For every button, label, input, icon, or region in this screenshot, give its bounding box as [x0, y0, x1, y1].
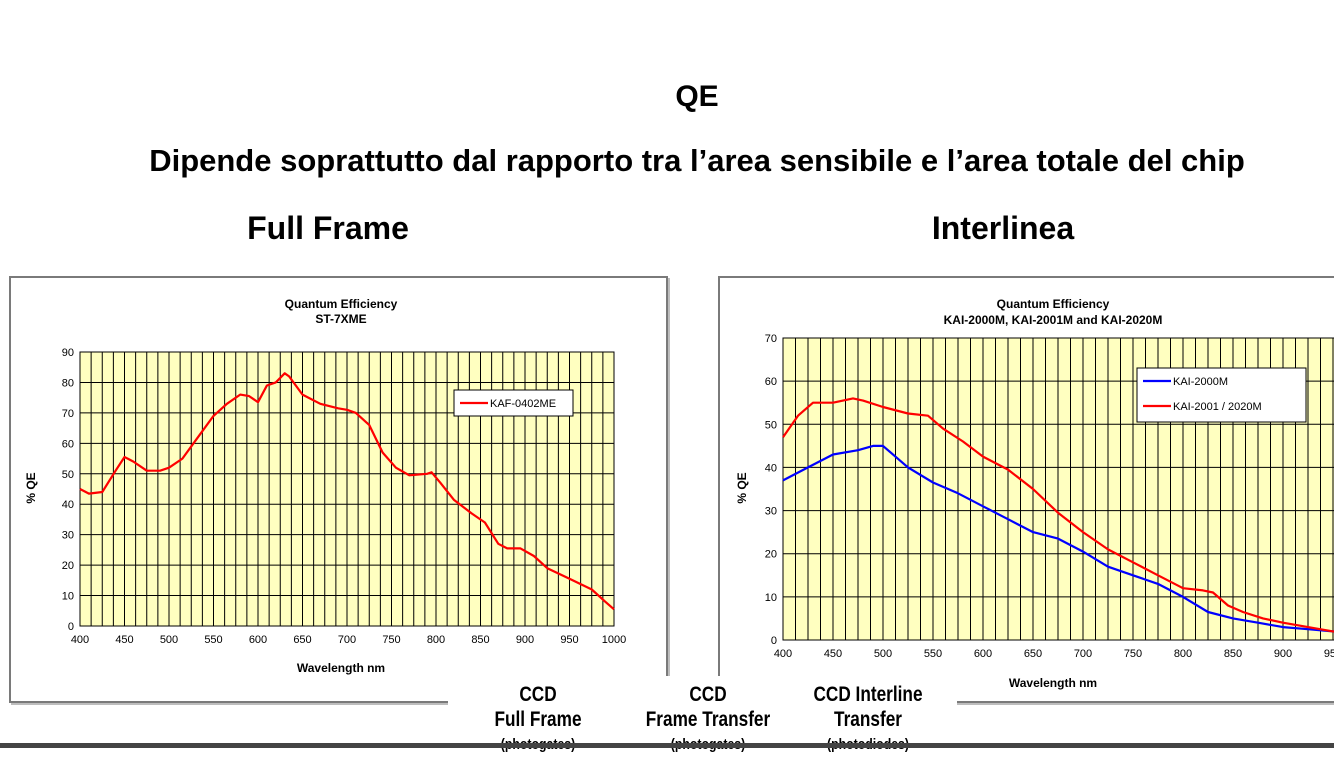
chart-subtitle: KAI-2000M, KAI-2001M and KAI-2020M [944, 313, 1163, 327]
x-tick-label: 800 [1174, 648, 1192, 660]
y-axis-label: % QE [24, 472, 38, 503]
x-tick-label: 950 [1324, 648, 1334, 660]
x-tick-label: 1000 [602, 634, 626, 646]
y-axis-label: % QE [735, 472, 749, 503]
chart-title: Quantum Efficiency [997, 297, 1110, 311]
y-tick-label: 20 [62, 560, 74, 572]
ccd-type-line1: CCD Interline [813, 683, 923, 706]
x-tick-label: 750 [1124, 648, 1142, 660]
ccd-type-line1: CCD [689, 683, 727, 706]
x-tick-label: 650 [1024, 648, 1042, 660]
full-frame-heading: Full Frame [247, 210, 409, 246]
x-tick-label: 900 [1274, 648, 1292, 660]
y-tick-label: 30 [62, 530, 74, 542]
y-tick-label: 50 [765, 419, 777, 431]
y-tick-label: 10 [62, 591, 74, 603]
y-tick-label: 0 [771, 635, 777, 647]
x-tick-label: 550 [204, 634, 222, 646]
ccd-type-line2: Transfer [834, 708, 902, 731]
x-tick-label: 700 [338, 634, 356, 646]
y-tick-label: 60 [765, 376, 777, 388]
bottom-divider [0, 743, 1334, 748]
x-tick-label: 850 [471, 634, 489, 646]
x-tick-label: 500 [874, 648, 892, 660]
x-axis-label: Wavelength nm [1009, 676, 1097, 690]
ccd-type-line2: Frame Transfer [645, 708, 771, 731]
y-tick-label: 70 [765, 333, 777, 345]
chart-title: Quantum Efficiency [285, 297, 398, 311]
series-line-kai-2001-2020m [782, 397, 1334, 633]
x-axis-label: Wavelength nm [297, 661, 385, 675]
y-tick-label: 70 [62, 408, 74, 420]
x-tick-label: 900 [516, 634, 534, 646]
legend-entry: KAF-0402ME [490, 398, 556, 410]
legend-box [1136, 367, 1307, 423]
x-tick-label: 700 [1074, 648, 1092, 660]
ccd-types-strip: CCD Full Frame (photogates) CCD Frame Tr… [448, 676, 957, 753]
y-tick-label: 80 [62, 377, 74, 389]
chart-subtitle: ST-7XME [315, 312, 366, 326]
x-tick-label: 600 [974, 648, 992, 660]
slide-title: QE [675, 80, 719, 113]
slide-subtitle: Dipende soprattutto dal rapporto tra l’a… [149, 143, 1245, 178]
series-line-kai-2000m [782, 444, 1334, 633]
chart-panel-interline: Quantum Efficiency KAI-2000M, KAI-2001M a… [718, 276, 1334, 703]
y-tick-label: 90 [62, 347, 74, 359]
ccd-type-line2: Full Frame [494, 708, 582, 731]
y-tick-label: 40 [765, 462, 777, 474]
y-tick-label: 0 [68, 621, 74, 633]
legend-entry: KAI-2001 / 2020M [1173, 401, 1262, 413]
x-tick-label: 450 [115, 634, 133, 646]
x-tick-label: 550 [924, 648, 942, 660]
y-tick-label: 30 [765, 506, 777, 518]
x-tick-label: 950 [560, 634, 578, 646]
x-tick-label: 400 [774, 648, 792, 660]
y-tick-label: 20 [765, 549, 777, 561]
series-line-kaf-0402me [79, 372, 615, 611]
x-tick-label: 400 [71, 634, 89, 646]
x-tick-label: 600 [249, 634, 267, 646]
x-tick-label: 500 [160, 634, 178, 646]
legend-entry: KAI-2000M [1173, 376, 1228, 388]
x-tick-label: 750 [382, 634, 400, 646]
x-tick-label: 850 [1224, 648, 1242, 660]
x-tick-label: 650 [293, 634, 311, 646]
x-tick-label: 800 [427, 634, 445, 646]
y-tick-label: 60 [62, 438, 74, 450]
qe-chart-interline: Quantum Efficiency KAI-2000M, KAI-2001M a… [735, 297, 1334, 690]
y-tick-label: 10 [765, 592, 777, 604]
ccd-type-line1: CCD [519, 683, 557, 706]
y-tick-label: 50 [62, 469, 74, 481]
x-tick-label: 450 [824, 648, 842, 660]
chart-panel-full-frame: Quantum Efficiency ST-7XME 0 10 20 30 40 50 60 70… [9, 276, 668, 703]
y-tick-label: 40 [62, 499, 74, 511]
interline-heading: Interlinea [931, 210, 1075, 246]
